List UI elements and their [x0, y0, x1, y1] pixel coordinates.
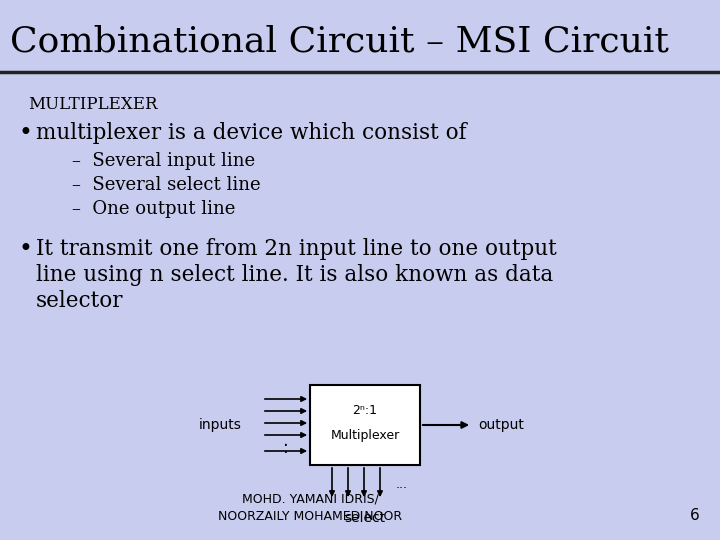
- Text: inputs: inputs: [199, 418, 242, 432]
- Text: 6: 6: [690, 508, 700, 523]
- Text: multiplexer is a device which consist of: multiplexer is a device which consist of: [36, 122, 467, 144]
- Text: –  One output line: – One output line: [72, 200, 235, 218]
- Text: It transmit one from 2n input line to one output: It transmit one from 2n input line to on…: [36, 238, 557, 260]
- Text: Multiplexer: Multiplexer: [330, 429, 400, 442]
- Text: line using n select line. It is also known as data: line using n select line. It is also kno…: [36, 264, 553, 286]
- Text: selector: selector: [36, 290, 124, 312]
- Text: ...: ...: [396, 478, 408, 491]
- Text: •: •: [18, 238, 32, 261]
- Bar: [310, 385, 420, 465]
- Text: –  Several input line: – Several input line: [72, 152, 255, 170]
- Text: MOHD. YAMANI IDRIS/
NOORZAILY MOHAMED NOOR: MOHD. YAMANI IDRIS/ NOORZAILY MOHAMED NO…: [218, 493, 402, 523]
- Text: :: :: [283, 439, 289, 457]
- Text: select: select: [344, 511, 386, 525]
- Text: MULTIPLEXER: MULTIPLEXER: [28, 96, 158, 113]
- Text: •: •: [18, 122, 32, 145]
- Text: output: output: [478, 418, 524, 432]
- Text: Combinational Circuit – MSI Circuit: Combinational Circuit – MSI Circuit: [10, 25, 669, 59]
- Text: –  Several select line: – Several select line: [72, 176, 261, 194]
- Text: 2ⁿ:1: 2ⁿ:1: [353, 404, 377, 417]
